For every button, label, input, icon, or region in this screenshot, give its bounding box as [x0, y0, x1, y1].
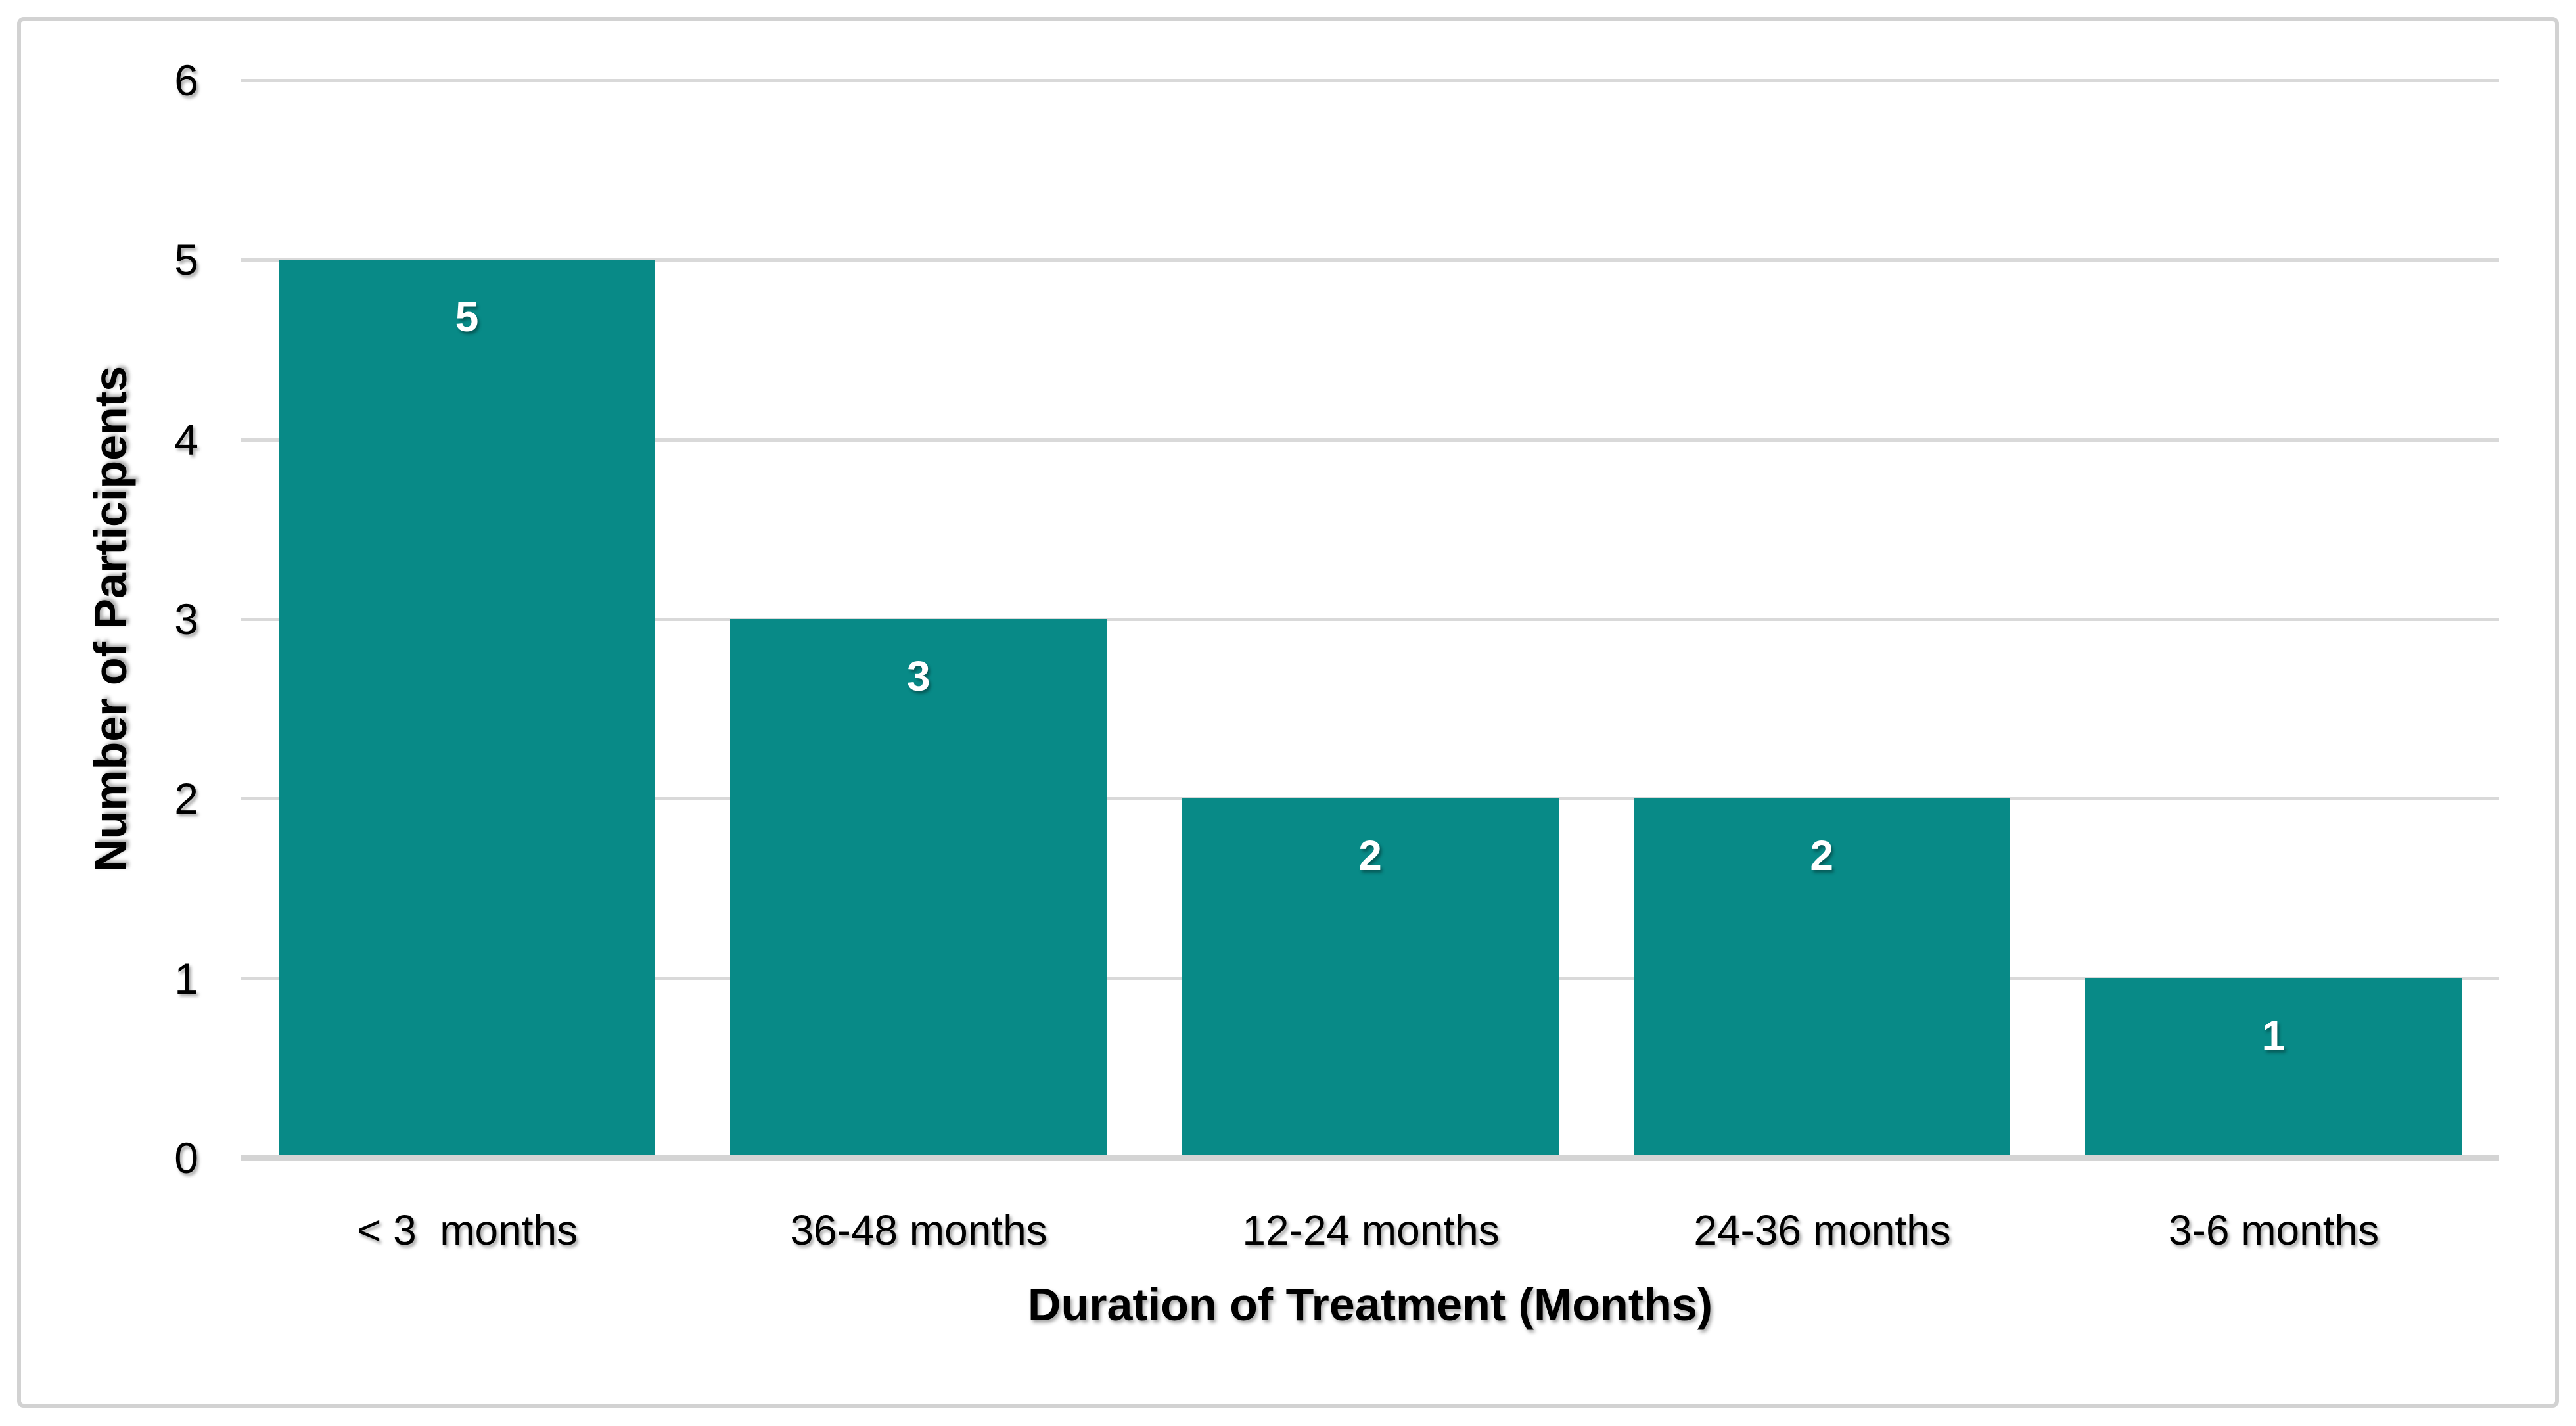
y-tick-label-4: 4 — [174, 415, 198, 464]
y-tick-label-3: 3 — [174, 595, 198, 643]
bar-24-36-months: 2 — [1633, 798, 2010, 1158]
gridline-4 — [241, 438, 2499, 442]
x-tick-label-3-6-months: 3-6 months — [2168, 1207, 2380, 1254]
x-tick-label-lt-3-months: < 3 months — [356, 1207, 578, 1254]
x-axis-line — [241, 1155, 2499, 1161]
bar-series: 5 3 2 2 1 — [241, 80, 2499, 1158]
bar-value-label: 3 — [907, 653, 931, 700]
y-tick-label-1: 1 — [174, 954, 198, 1003]
x-axis-title: Duration of Treatment (Months) — [1027, 1279, 1713, 1330]
bar-12-24-months: 2 — [1182, 798, 1559, 1158]
y-tick-label-6: 6 — [174, 56, 198, 104]
gridline-6 — [241, 79, 2499, 82]
bar-3-6-months: 1 — [2084, 978, 2462, 1158]
y-tick-label-2: 2 — [174, 774, 198, 823]
y-tick-label-0: 0 — [174, 1134, 198, 1182]
x-tick-label-24-36-months: 24-36 months — [1693, 1207, 1951, 1254]
bar-lt-3-months: 5 — [279, 260, 656, 1158]
plot-area: 5 3 2 2 1 — [241, 79, 2499, 1161]
bar-36-48-months: 3 — [730, 619, 1107, 1158]
x-tick-label-36-48-months: 36-48 months — [790, 1207, 1047, 1254]
x-tick-label-12-24-months: 12-24 months — [1242, 1207, 1500, 1254]
bar-value-label: 5 — [455, 293, 479, 341]
bar-value-label: 2 — [1810, 832, 1833, 880]
figure-border — [17, 17, 2559, 1408]
gridline-3 — [241, 618, 2499, 621]
gridline-5 — [241, 258, 2499, 262]
bar-value-label: 1 — [2261, 1011, 2286, 1059]
y-tick-label-5: 5 — [174, 235, 198, 284]
bar-value-label: 2 — [1358, 832, 1382, 880]
